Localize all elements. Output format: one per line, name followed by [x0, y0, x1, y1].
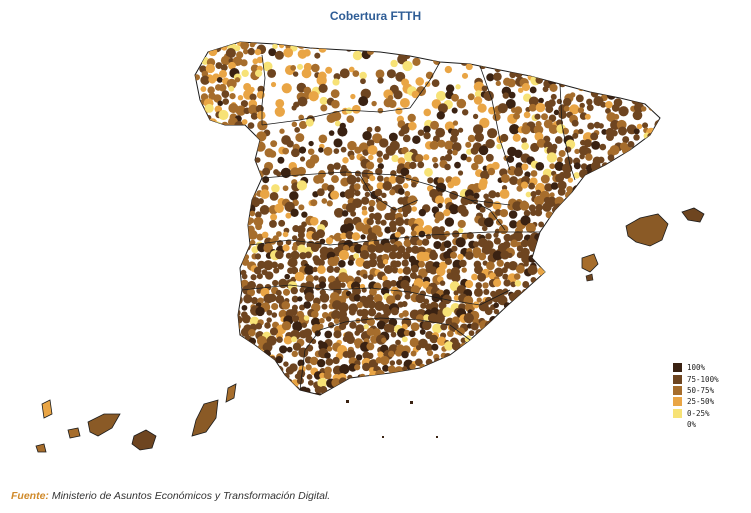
legend-swatch [673, 408, 682, 418]
legend-swatch [673, 374, 682, 384]
ceuta-melilla [346, 400, 438, 438]
source-text: Ministerio de Asuntos Económicos y Trans… [51, 490, 331, 502]
legend-item: 100% [673, 362, 739, 373]
legend-label: 25-50% [687, 397, 715, 407]
source-lead: Fuente: [11, 490, 49, 502]
legend-item: 25-50% [673, 396, 739, 407]
legend-swatch [673, 363, 682, 373]
region-borders [241, 54, 576, 391]
legend-swatch [673, 385, 682, 395]
map-title: Cobertura FTTH [329, 9, 422, 23]
legend-item: 0% [673, 419, 739, 430]
legend-item: 50-75% [673, 385, 739, 396]
balearic-islands [581, 207, 705, 282]
legend-label: 75-100% [687, 374, 719, 384]
legend-item: 0-25% [673, 408, 739, 419]
legend-label: 0-25% [687, 408, 710, 418]
peninsula-land [194, 41, 661, 396]
legend-label: 0% [687, 420, 697, 430]
canary-islands [35, 383, 237, 453]
legend-label: 100% [687, 363, 706, 373]
legend-item: 75-100% [673, 373, 739, 384]
map-legend: 100% 75-100% 50-75% 25-50% 0-25% 0% [673, 362, 739, 430]
source-note: Fuente: Ministerio de Asuntos Económicos… [11, 490, 330, 502]
legend-swatch [673, 397, 682, 407]
legend-swatch [673, 420, 682, 430]
legend-label: 50-75% [687, 385, 715, 395]
